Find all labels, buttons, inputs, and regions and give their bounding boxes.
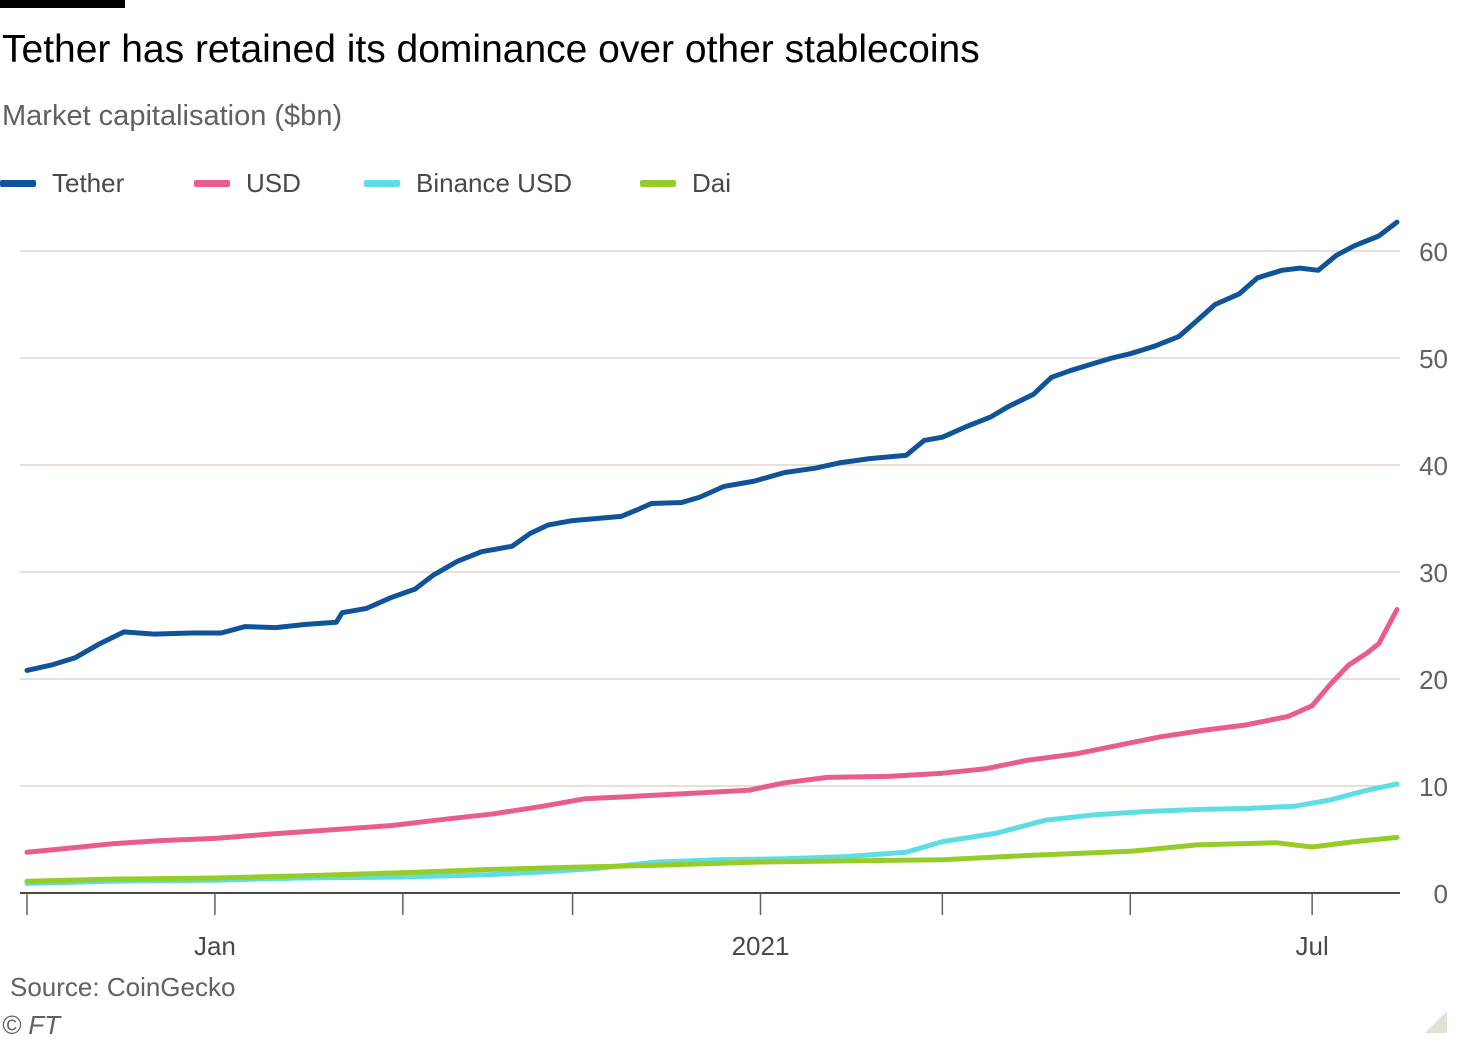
legend-item-usd: USD xyxy=(194,165,301,201)
x-tick-label-jan: Jan xyxy=(194,931,236,961)
legend-swatch-tether xyxy=(0,179,36,187)
y-tick-label-10: 10 xyxy=(1419,772,1448,802)
corner-mark xyxy=(1425,1011,1447,1033)
legend-item-tether: Tether xyxy=(0,165,124,201)
y-tick-label-50: 50 xyxy=(1419,344,1448,374)
chart-title: Tether has retained its dominance over o… xyxy=(2,28,980,71)
copyright-note: © FT xyxy=(2,1010,61,1040)
brand-bar xyxy=(0,0,125,8)
series-line-tether xyxy=(24,219,1400,673)
series-line-dai xyxy=(24,834,1400,884)
y-tick-label-60: 60 xyxy=(1419,237,1448,267)
line-chart: Jan 2021 Jul 0 10 20 30 40 50 60 xyxy=(20,219,1448,961)
chart-subtitle: Market capitalisation ($bn) xyxy=(2,100,343,132)
legend-swatch-binance-usd xyxy=(364,179,400,187)
y-tick-label-30: 30 xyxy=(1419,558,1448,588)
x-axis: Jan 2021 Jul xyxy=(26,893,1329,961)
legend-item-dai: Dai xyxy=(640,165,731,201)
legend-label-usd: USD xyxy=(246,167,301,198)
legend-swatch-dai xyxy=(640,179,676,187)
legend-item-binance-usd: Binance USD xyxy=(364,165,572,201)
source-note: Source: CoinGecko xyxy=(10,972,236,1002)
legend-label-tether: Tether xyxy=(52,167,125,198)
legend: Tether USD Binance USD Dai xyxy=(0,165,900,201)
legend-label-binance-usd: Binance USD xyxy=(416,167,573,198)
y-tick-label-0: 0 xyxy=(1434,879,1448,909)
y-tick-label-20: 20 xyxy=(1419,665,1448,695)
legend-label-dai: Dai xyxy=(692,167,732,198)
legend-swatch-usd xyxy=(194,179,230,187)
series-line-usd xyxy=(24,607,1400,855)
x-tick-label-jul: Jul xyxy=(1296,931,1329,961)
y-axis-labels: 0 10 20 30 40 50 60 xyxy=(1419,237,1448,909)
gridlines xyxy=(20,250,1400,894)
y-tick-label-40: 40 xyxy=(1419,451,1448,481)
x-tick-label-2021: 2021 xyxy=(732,931,790,961)
series-line-binance-usd xyxy=(24,781,1400,886)
series-lines xyxy=(24,219,1400,886)
